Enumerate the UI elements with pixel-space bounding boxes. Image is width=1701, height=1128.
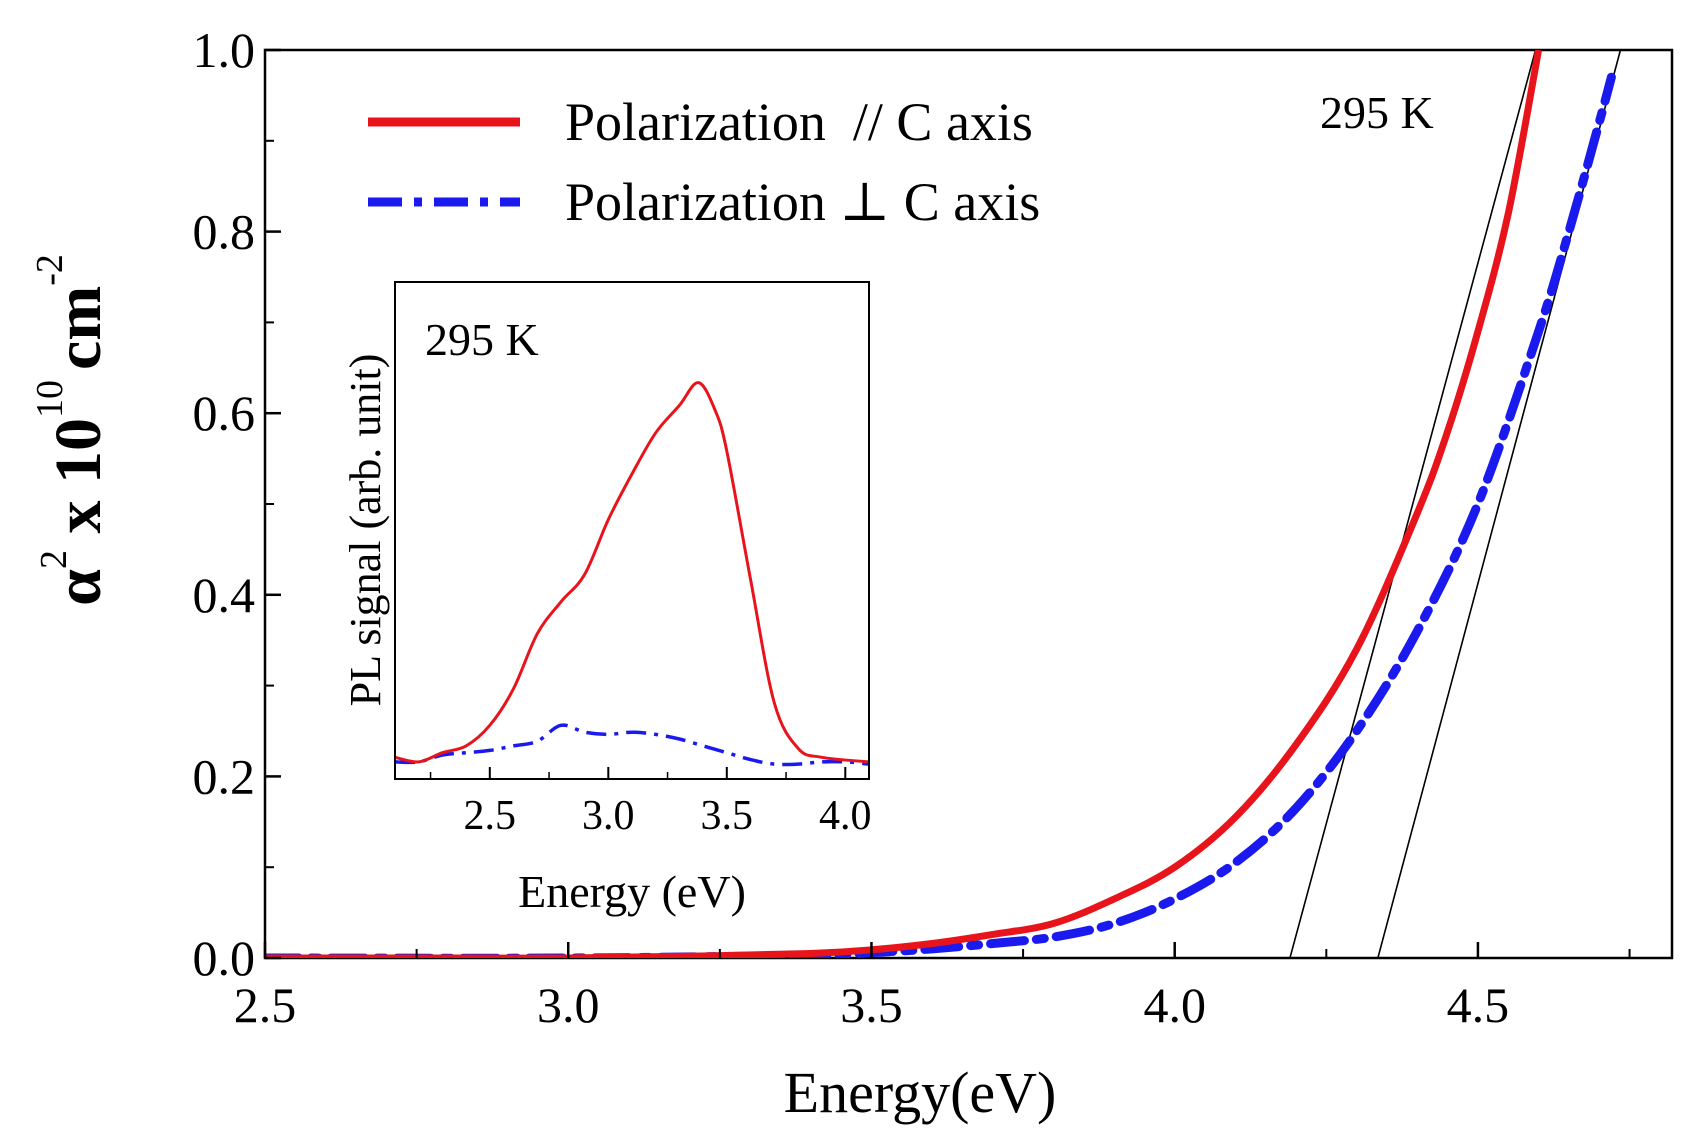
main-annotation: 295 K	[1320, 87, 1434, 138]
inset-annotation: 295 K	[425, 314, 539, 365]
inset-series	[395, 381, 869, 767]
legend: Polarization // C axis Polarization ⊥ C …	[368, 92, 1040, 232]
x-tick-label: 3.5	[840, 977, 903, 1033]
main-x-axis-label: Energy(eV)	[784, 1060, 1057, 1125]
x-tick-label: 4.0	[1143, 977, 1206, 1033]
inset-background	[395, 282, 869, 779]
main-ticks: 2.5 3.0 3.5 4.0 4.5 0.0 0.2 0.4 0.6 0.8 1.0	[193, 22, 1631, 1033]
x-tick-label: 4.5	[1447, 977, 1510, 1033]
fit-line-parallel	[1289, 50, 1537, 958]
inset-x-tick-label: 3.5	[701, 793, 754, 839]
main-chart: 2.5 3.0 3.5 4.0 4.50.00.20.40.60.81.0 295 K …	[29, 22, 1674, 1125]
x-tick-label: 2.5	[234, 977, 297, 1033]
inset-x-tick-label: 2.5	[464, 793, 517, 839]
y-label-exp: 10	[29, 380, 71, 418]
y-label-square: 2	[33, 550, 75, 569]
y-label-unit: cm	[42, 286, 115, 370]
inset-x-tick-label: 4.0	[819, 793, 872, 839]
inset-series-perpendicular-line	[395, 723, 869, 767]
y-tick-label: 0.4	[193, 567, 256, 623]
y-label-alpha: α	[42, 569, 115, 606]
series-parallel-line	[265, 50, 1543, 958]
legend-label-parallel: Polarization // C axis	[565, 92, 1033, 152]
main-fit-lines	[1289, 50, 1622, 958]
y-tick-label: 0.0	[193, 930, 256, 986]
inset-chart: 2.5 3.0 3.5 4.0 295 K Energy (eV) PL signal…	[341, 281, 872, 917]
y-tick-label: 0.6	[193, 385, 256, 441]
inset-plot-frame	[394, 281, 870, 780]
y-label-unit-exp: -2	[29, 254, 71, 286]
legend-label-perpendicular: Polarization ⊥ C axis	[565, 172, 1040, 232]
y-label-times: x 10	[42, 418, 115, 550]
inset-ticks: 2.5 3.0 3.5 4.0	[429, 767, 872, 839]
main-y-axis-label: α2 x 1010 cm-2	[29, 254, 115, 606]
inset-y-axis-label: PL signal (arb. unit)	[341, 354, 390, 707]
inset-series-parallel-line	[395, 381, 869, 764]
main-series	[265, 50, 1616, 958]
y-tick-label: 0.8	[193, 204, 256, 260]
inset-x-tick-label: 3.0	[582, 793, 635, 839]
y-tick-label: 0.2	[193, 748, 256, 804]
y-tick-label: 1.0	[193, 22, 256, 78]
x-tick-label: 3.0	[537, 977, 600, 1033]
inset-x-axis-label: Energy (eV)	[518, 866, 746, 917]
